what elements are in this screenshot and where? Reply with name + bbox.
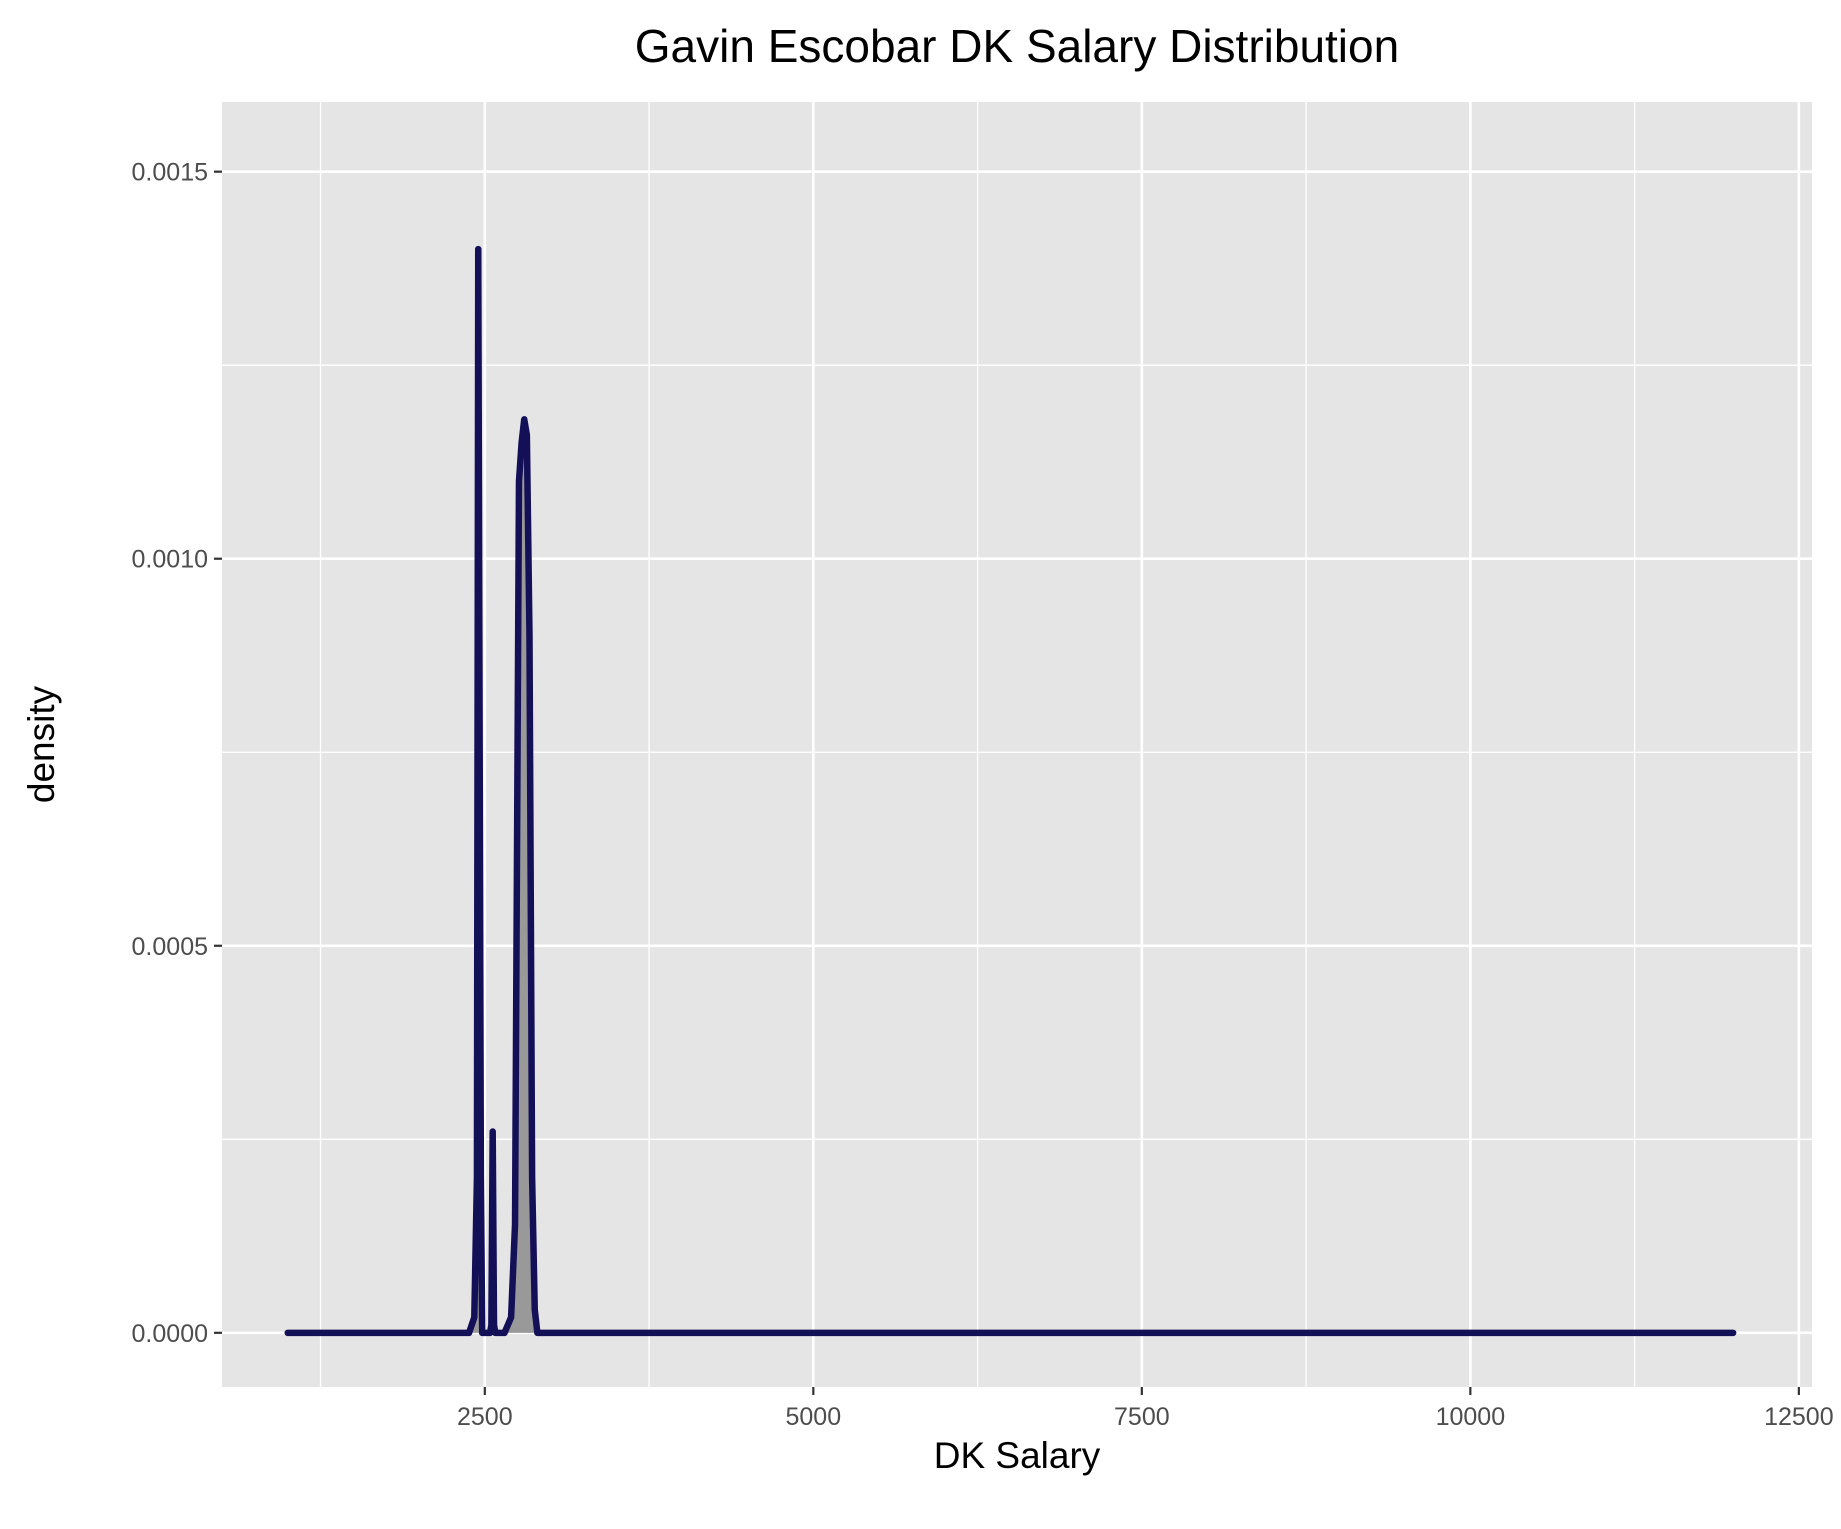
y-tick-label: 0.0015 [132,159,208,187]
y-tick-label: 0.0000 [132,1320,208,1348]
density-series [284,245,1737,1337]
x-axis: 2500 5000 7500 10000 12500 [457,1387,1834,1431]
plot-panel [222,102,1812,1387]
y-tick-label: 0.0005 [132,933,208,961]
y-axis-title: density [21,685,62,803]
x-tick-label: 7500 [1114,1403,1170,1431]
chart-title: Gavin Escobar DK Salary Distribution [635,20,1399,72]
y-tick-label: 0.0010 [132,546,208,574]
x-tick-label: 10000 [1436,1403,1506,1431]
x-tick-label: 2500 [457,1403,513,1431]
density-line [284,245,1737,1337]
y-axis: 0.0000 0.0005 0.0010 0.0015 [132,159,222,1348]
minor-gridlines [222,102,1812,1387]
x-tick-label: 12500 [1764,1403,1834,1431]
x-tick-label: 5000 [786,1403,842,1431]
x-axis-title: DK Salary [934,1435,1101,1476]
